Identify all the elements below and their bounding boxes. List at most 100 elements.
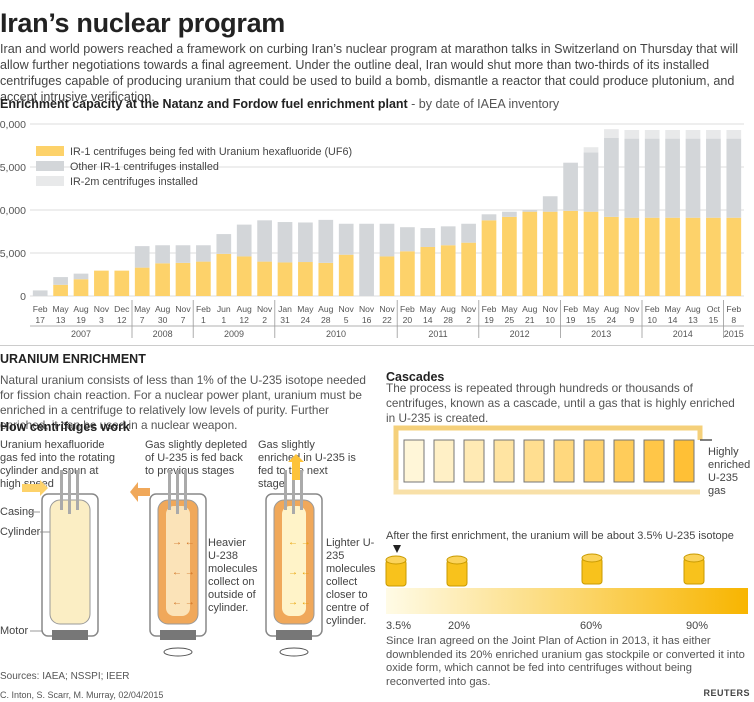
bar-segment bbox=[298, 222, 313, 263]
bar-segment bbox=[522, 211, 538, 296]
bar-segment bbox=[196, 261, 211, 296]
bar-segment bbox=[563, 162, 578, 211]
x-tick-day: 13 bbox=[688, 315, 698, 325]
legend-label: IR-2m centrifuges installed bbox=[70, 176, 198, 188]
x-tick-month: Nov bbox=[624, 304, 640, 314]
intro-text: Iran and world powers reached a framewor… bbox=[0, 42, 739, 104]
x-tick-month: Nov bbox=[257, 304, 273, 314]
how-centrifuges-heading: How centrifuges work bbox=[0, 420, 130, 434]
cascade-centrifuge bbox=[643, 439, 665, 483]
x-tick-day: 14 bbox=[668, 315, 678, 325]
svg-text:→ ←: → ← bbox=[288, 567, 311, 578]
bar-segment bbox=[175, 245, 191, 263]
pct-90: 90% bbox=[686, 620, 709, 632]
barrel-top bbox=[446, 555, 468, 565]
x-tick-day: 7 bbox=[181, 315, 186, 325]
lighter-label: Lighter U-235 molecules collect closer t… bbox=[326, 537, 376, 627]
x-tick-month: Nov bbox=[379, 304, 395, 314]
legend-label: IR-1 centrifuges being fed with Uranium … bbox=[70, 146, 352, 158]
year-label: 2010 bbox=[326, 329, 346, 339]
barrel-icon bbox=[446, 559, 468, 587]
bar-segment bbox=[604, 137, 619, 217]
pct-35: 3.5% bbox=[386, 620, 412, 632]
bar-segment bbox=[542, 211, 558, 296]
bar-segment bbox=[379, 256, 395, 296]
x-tick-day: 1 bbox=[201, 315, 206, 325]
x-tick-month: Jan bbox=[278, 304, 292, 314]
enrichment-gradient-bar bbox=[386, 588, 748, 614]
bar-segment bbox=[583, 211, 599, 296]
bar-segment bbox=[318, 262, 334, 296]
x-tick-day: 5 bbox=[344, 315, 349, 325]
x-tick-day: 12 bbox=[239, 315, 249, 325]
x-tick-month: Feb bbox=[482, 304, 497, 314]
sources: Sources: IAEA; NSSPI; IEER bbox=[0, 671, 130, 682]
bar-segment bbox=[685, 217, 701, 296]
x-tick-month: May bbox=[134, 304, 151, 314]
x-tick-month: May bbox=[420, 304, 437, 314]
credit: C. Inton, S. Scarr, M. Murray, 02/04/201… bbox=[0, 690, 164, 700]
enrichment-bar-chart: 05,00010,00015,00020,000Feb17May13Aug19N… bbox=[0, 119, 744, 339]
page-title: Iran’s nuclear program bbox=[0, 8, 285, 38]
bar-segment bbox=[400, 227, 415, 252]
x-tick-day: 14 bbox=[423, 315, 433, 325]
step2-label: Gas slightly depleted of U-235 is fed ba… bbox=[145, 439, 248, 477]
bar-segment bbox=[440, 245, 456, 296]
bar-segment bbox=[502, 211, 517, 217]
x-tick-day: 28 bbox=[321, 315, 331, 325]
x-tick-month: May bbox=[297, 304, 314, 314]
bar-segment bbox=[706, 217, 721, 296]
bar-segment bbox=[624, 130, 640, 139]
bar-segment bbox=[175, 262, 191, 296]
x-tick-day: 19 bbox=[76, 315, 86, 325]
x-tick-day: 24 bbox=[301, 315, 311, 325]
year-label: 2014 bbox=[673, 329, 693, 339]
section-divider bbox=[0, 345, 754, 346]
x-tick-day: 10 bbox=[545, 315, 555, 325]
x-tick-month: Nov bbox=[359, 304, 375, 314]
bar-segment bbox=[583, 147, 599, 153]
bar-segment bbox=[461, 223, 476, 243]
x-tick-day: 31 bbox=[280, 315, 290, 325]
since-text: Since Iran agreed on the Joint Plan of A… bbox=[386, 635, 745, 688]
x-tick-day: 19 bbox=[566, 315, 576, 325]
x-tick-day: 7 bbox=[140, 315, 145, 325]
bar-segment bbox=[400, 251, 415, 296]
bar-segment bbox=[216, 253, 232, 296]
barrel-icon bbox=[683, 557, 705, 585]
pct-60: 60% bbox=[580, 620, 603, 632]
x-tick-day: 17 bbox=[35, 315, 45, 325]
chart-subheading: - by date of IAEA inventory bbox=[407, 97, 560, 111]
bar-segment bbox=[134, 246, 150, 268]
x-tick-day: 28 bbox=[443, 315, 453, 325]
x-tick-day: 2 bbox=[466, 315, 471, 325]
x-tick-day: 24 bbox=[607, 315, 617, 325]
bar-segment bbox=[318, 219, 334, 263]
heavier-label: Heavier U-238 molecules collect on outsi… bbox=[208, 537, 258, 614]
cascade-centrifuge bbox=[583, 439, 605, 483]
x-tick-month: Jun bbox=[217, 304, 231, 314]
x-tick-month: May bbox=[501, 304, 518, 314]
x-tick-day: 3 bbox=[99, 315, 104, 325]
bar-segment bbox=[665, 130, 680, 139]
year-label: 2007 bbox=[71, 329, 91, 339]
cascades-heading: Cascades bbox=[386, 370, 445, 384]
step3-label: Gas slightly enriched in U-235 is fed to… bbox=[258, 439, 356, 490]
bar-segment bbox=[726, 130, 742, 139]
bar-segment bbox=[420, 228, 436, 247]
bar-segment bbox=[257, 220, 272, 262]
bar-segment bbox=[502, 216, 517, 296]
cascade-centrifuge bbox=[403, 439, 425, 483]
bar-segment bbox=[624, 138, 640, 218]
bar-segment bbox=[73, 273, 89, 280]
y-tick-label: 10,000 bbox=[0, 205, 26, 217]
bar-segment bbox=[542, 196, 558, 212]
bar-segment bbox=[440, 226, 456, 246]
bar-segment bbox=[53, 284, 68, 296]
bar-segment bbox=[338, 254, 354, 296]
x-tick-month: Aug bbox=[155, 304, 171, 314]
step1-label: Uranium hexafluoride gas fed into the ro… bbox=[0, 439, 115, 490]
x-tick-month: Aug bbox=[73, 304, 89, 314]
cascade-centrifuge bbox=[463, 439, 485, 483]
bar-segment bbox=[236, 224, 252, 257]
